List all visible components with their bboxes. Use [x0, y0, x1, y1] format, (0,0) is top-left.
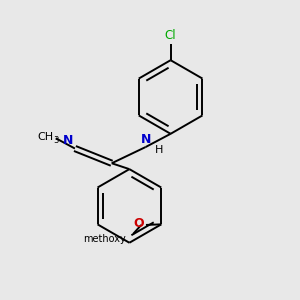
Text: N: N	[140, 133, 151, 146]
Text: 3: 3	[54, 136, 59, 145]
Text: CH: CH	[38, 132, 53, 142]
Text: O: O	[133, 217, 144, 230]
Text: N: N	[63, 134, 74, 147]
Text: Cl: Cl	[165, 29, 176, 42]
Text: H: H	[155, 145, 164, 155]
Text: methoxy: methoxy	[83, 234, 126, 244]
